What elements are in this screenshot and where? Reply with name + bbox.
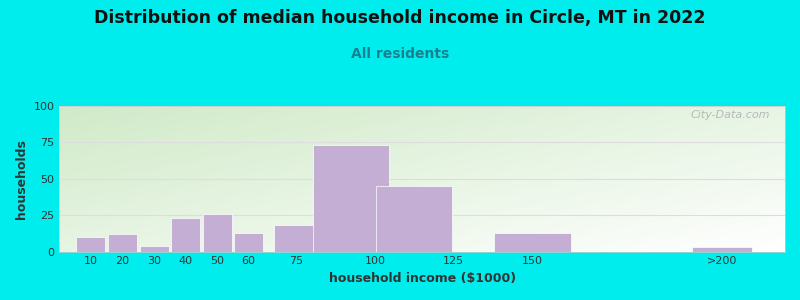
- Bar: [202, 214, 232, 252]
- Bar: [139, 246, 169, 252]
- Bar: [108, 234, 137, 252]
- Bar: [313, 145, 390, 252]
- Y-axis label: households: households: [15, 139, 28, 219]
- Text: City-Data.com: City-Data.com: [691, 110, 770, 120]
- Bar: [274, 225, 318, 252]
- Bar: [376, 186, 453, 252]
- Bar: [171, 218, 200, 252]
- Bar: [77, 237, 106, 252]
- Bar: [234, 233, 263, 252]
- X-axis label: household income ($1000): household income ($1000): [329, 272, 516, 285]
- Bar: [494, 233, 570, 252]
- Text: All residents: All residents: [351, 46, 449, 61]
- Text: Distribution of median household income in Circle, MT in 2022: Distribution of median household income …: [94, 9, 706, 27]
- Bar: [692, 247, 752, 252]
